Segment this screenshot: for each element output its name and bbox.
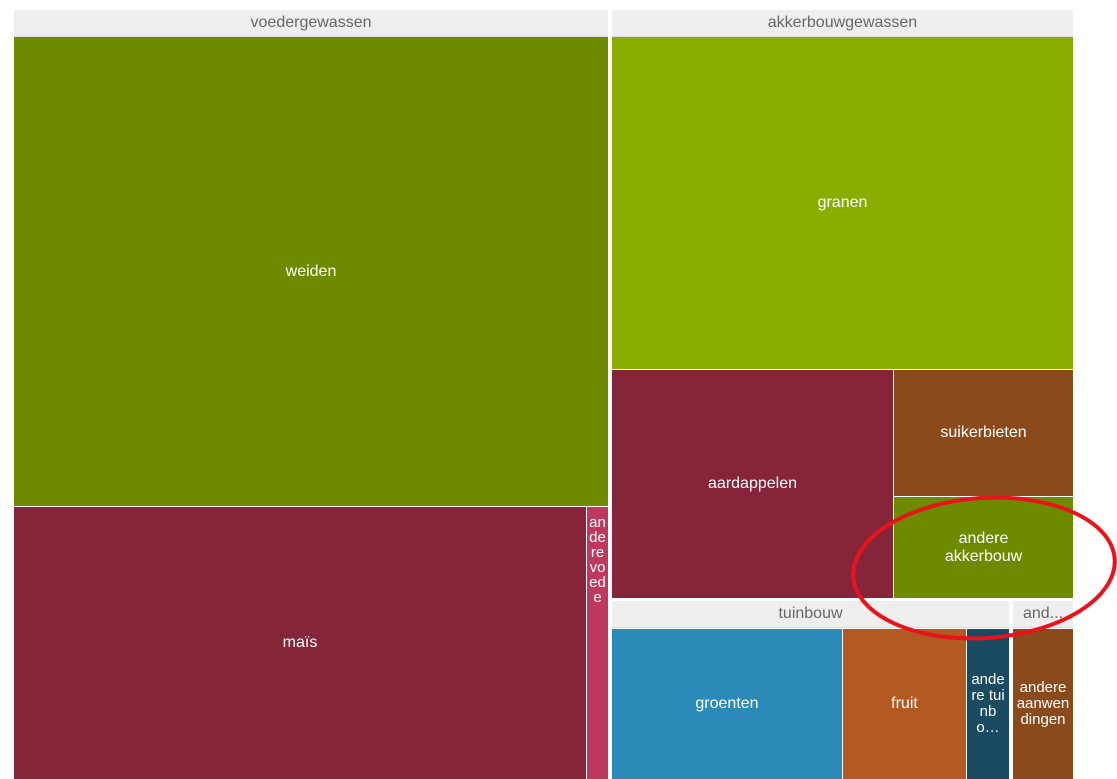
tile[interactable]: andere tuinbo… xyxy=(967,629,1009,779)
tile[interactable]: suikerbieten xyxy=(894,370,1073,496)
tile[interactable]: aardappelen xyxy=(612,370,893,598)
group-header[interactable]: akkerbouwgewassen xyxy=(612,10,1073,37)
tile[interactable]: andere voede xyxy=(587,507,608,779)
tile[interactable]: andere akkerbouw xyxy=(894,497,1073,598)
tile[interactable]: fruit xyxy=(843,629,966,779)
tile[interactable]: groenten xyxy=(612,629,842,779)
tile[interactable]: granen xyxy=(612,37,1073,369)
group-header[interactable]: and... xyxy=(1013,601,1073,628)
tile[interactable]: andere aanwendingen xyxy=(1013,629,1073,779)
tile[interactable]: weiden xyxy=(14,37,608,506)
group-header[interactable]: voedergewassen xyxy=(14,10,608,37)
group-header[interactable]: tuinbouw xyxy=(612,601,1009,628)
tile[interactable]: maïs xyxy=(14,507,586,779)
